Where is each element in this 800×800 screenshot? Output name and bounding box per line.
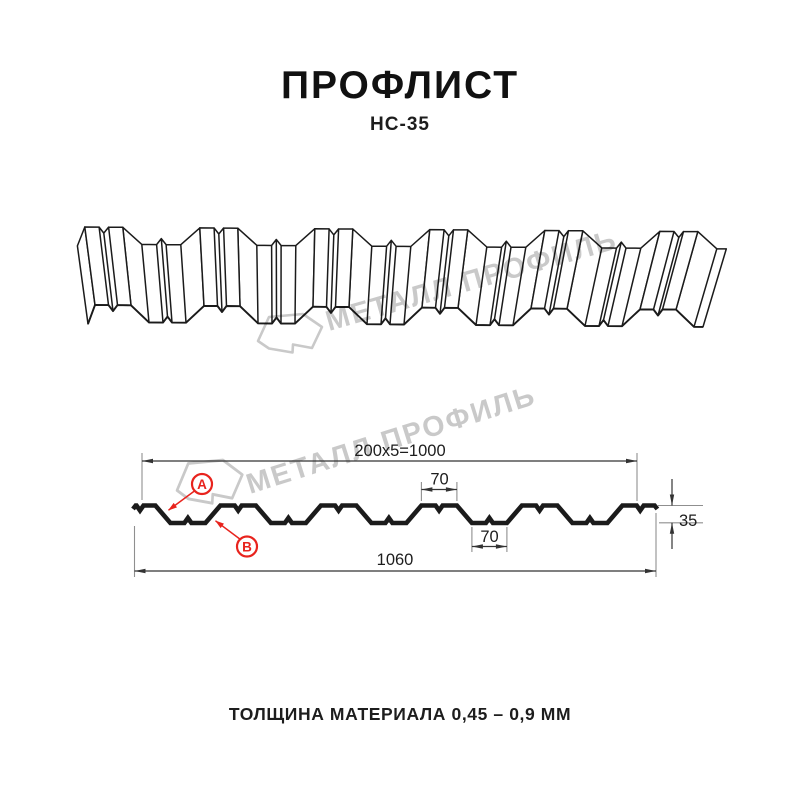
valley-width-value: 70 (480, 528, 498, 546)
watermark-text: МЕТАЛЛ ПРОФИЛЬ (242, 379, 539, 500)
callout-b: B (215, 520, 259, 558)
profile-3d-drawing (76, 226, 728, 328)
dimension-height: 35 (657, 479, 703, 549)
callout-b-letter: B (242, 540, 252, 555)
dimension-working-width: 200x5=1000 (141, 442, 638, 501)
thickness-note: ТОЛЩИНА МАТЕРИАЛА 0,45 – 0,9 ММ (228, 704, 572, 724)
profile-model-label: НС-35 (370, 114, 430, 135)
dimension-crest-width: 70 (420, 471, 458, 501)
crest-width-value: 70 (430, 471, 448, 489)
profile-cross-section (131, 503, 660, 526)
callout-a-letter: A (197, 477, 207, 492)
dimension-total-width: 1060 (133, 513, 657, 577)
callout-a-circle (190, 472, 214, 496)
sheet-crest-faces (84, 226, 699, 317)
callout-b-circle (235, 535, 259, 558)
working-width-value: 200x5=1000 (354, 442, 445, 460)
sheet-near-edge (87, 304, 704, 328)
page-title: ПРОФЛИСТ (280, 64, 520, 107)
metalprofil-logo-icon (256, 312, 324, 354)
height-value: 35 (679, 512, 697, 530)
dimension-valley-width: 70 (471, 527, 508, 552)
callout-a: A (168, 472, 214, 511)
total-width-value: 1060 (377, 551, 414, 569)
